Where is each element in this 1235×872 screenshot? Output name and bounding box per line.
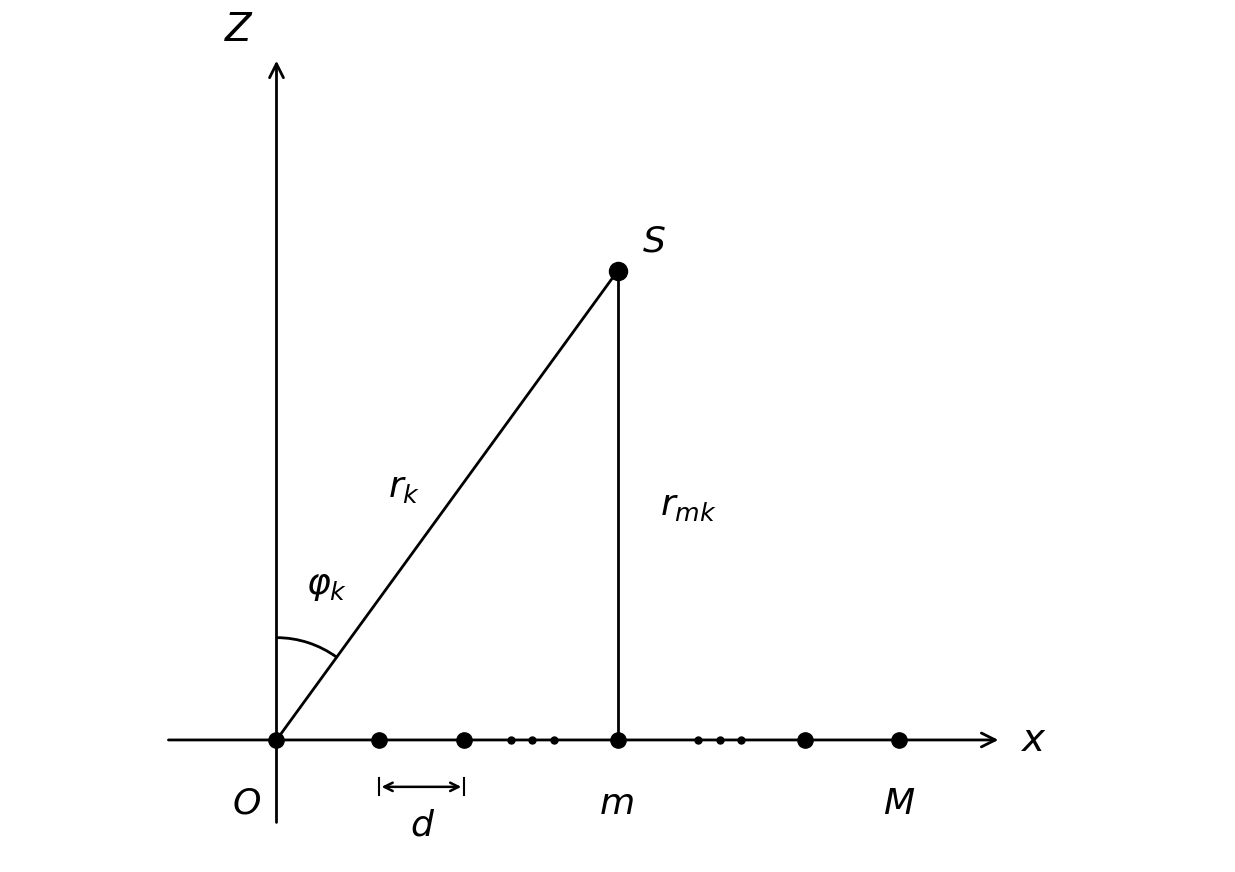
Text: M: M: [883, 787, 914, 821]
Text: Z: Z: [225, 11, 252, 50]
Text: $r_k$: $r_k$: [388, 472, 421, 506]
Text: d: d: [410, 808, 432, 842]
Text: $r_{mk}$: $r_{mk}$: [661, 488, 718, 522]
Text: x: x: [1023, 721, 1046, 759]
Text: m: m: [600, 787, 635, 821]
Text: S: S: [643, 224, 666, 258]
Text: $\varphi_k$: $\varphi_k$: [306, 569, 347, 603]
Text: O: O: [232, 787, 261, 821]
